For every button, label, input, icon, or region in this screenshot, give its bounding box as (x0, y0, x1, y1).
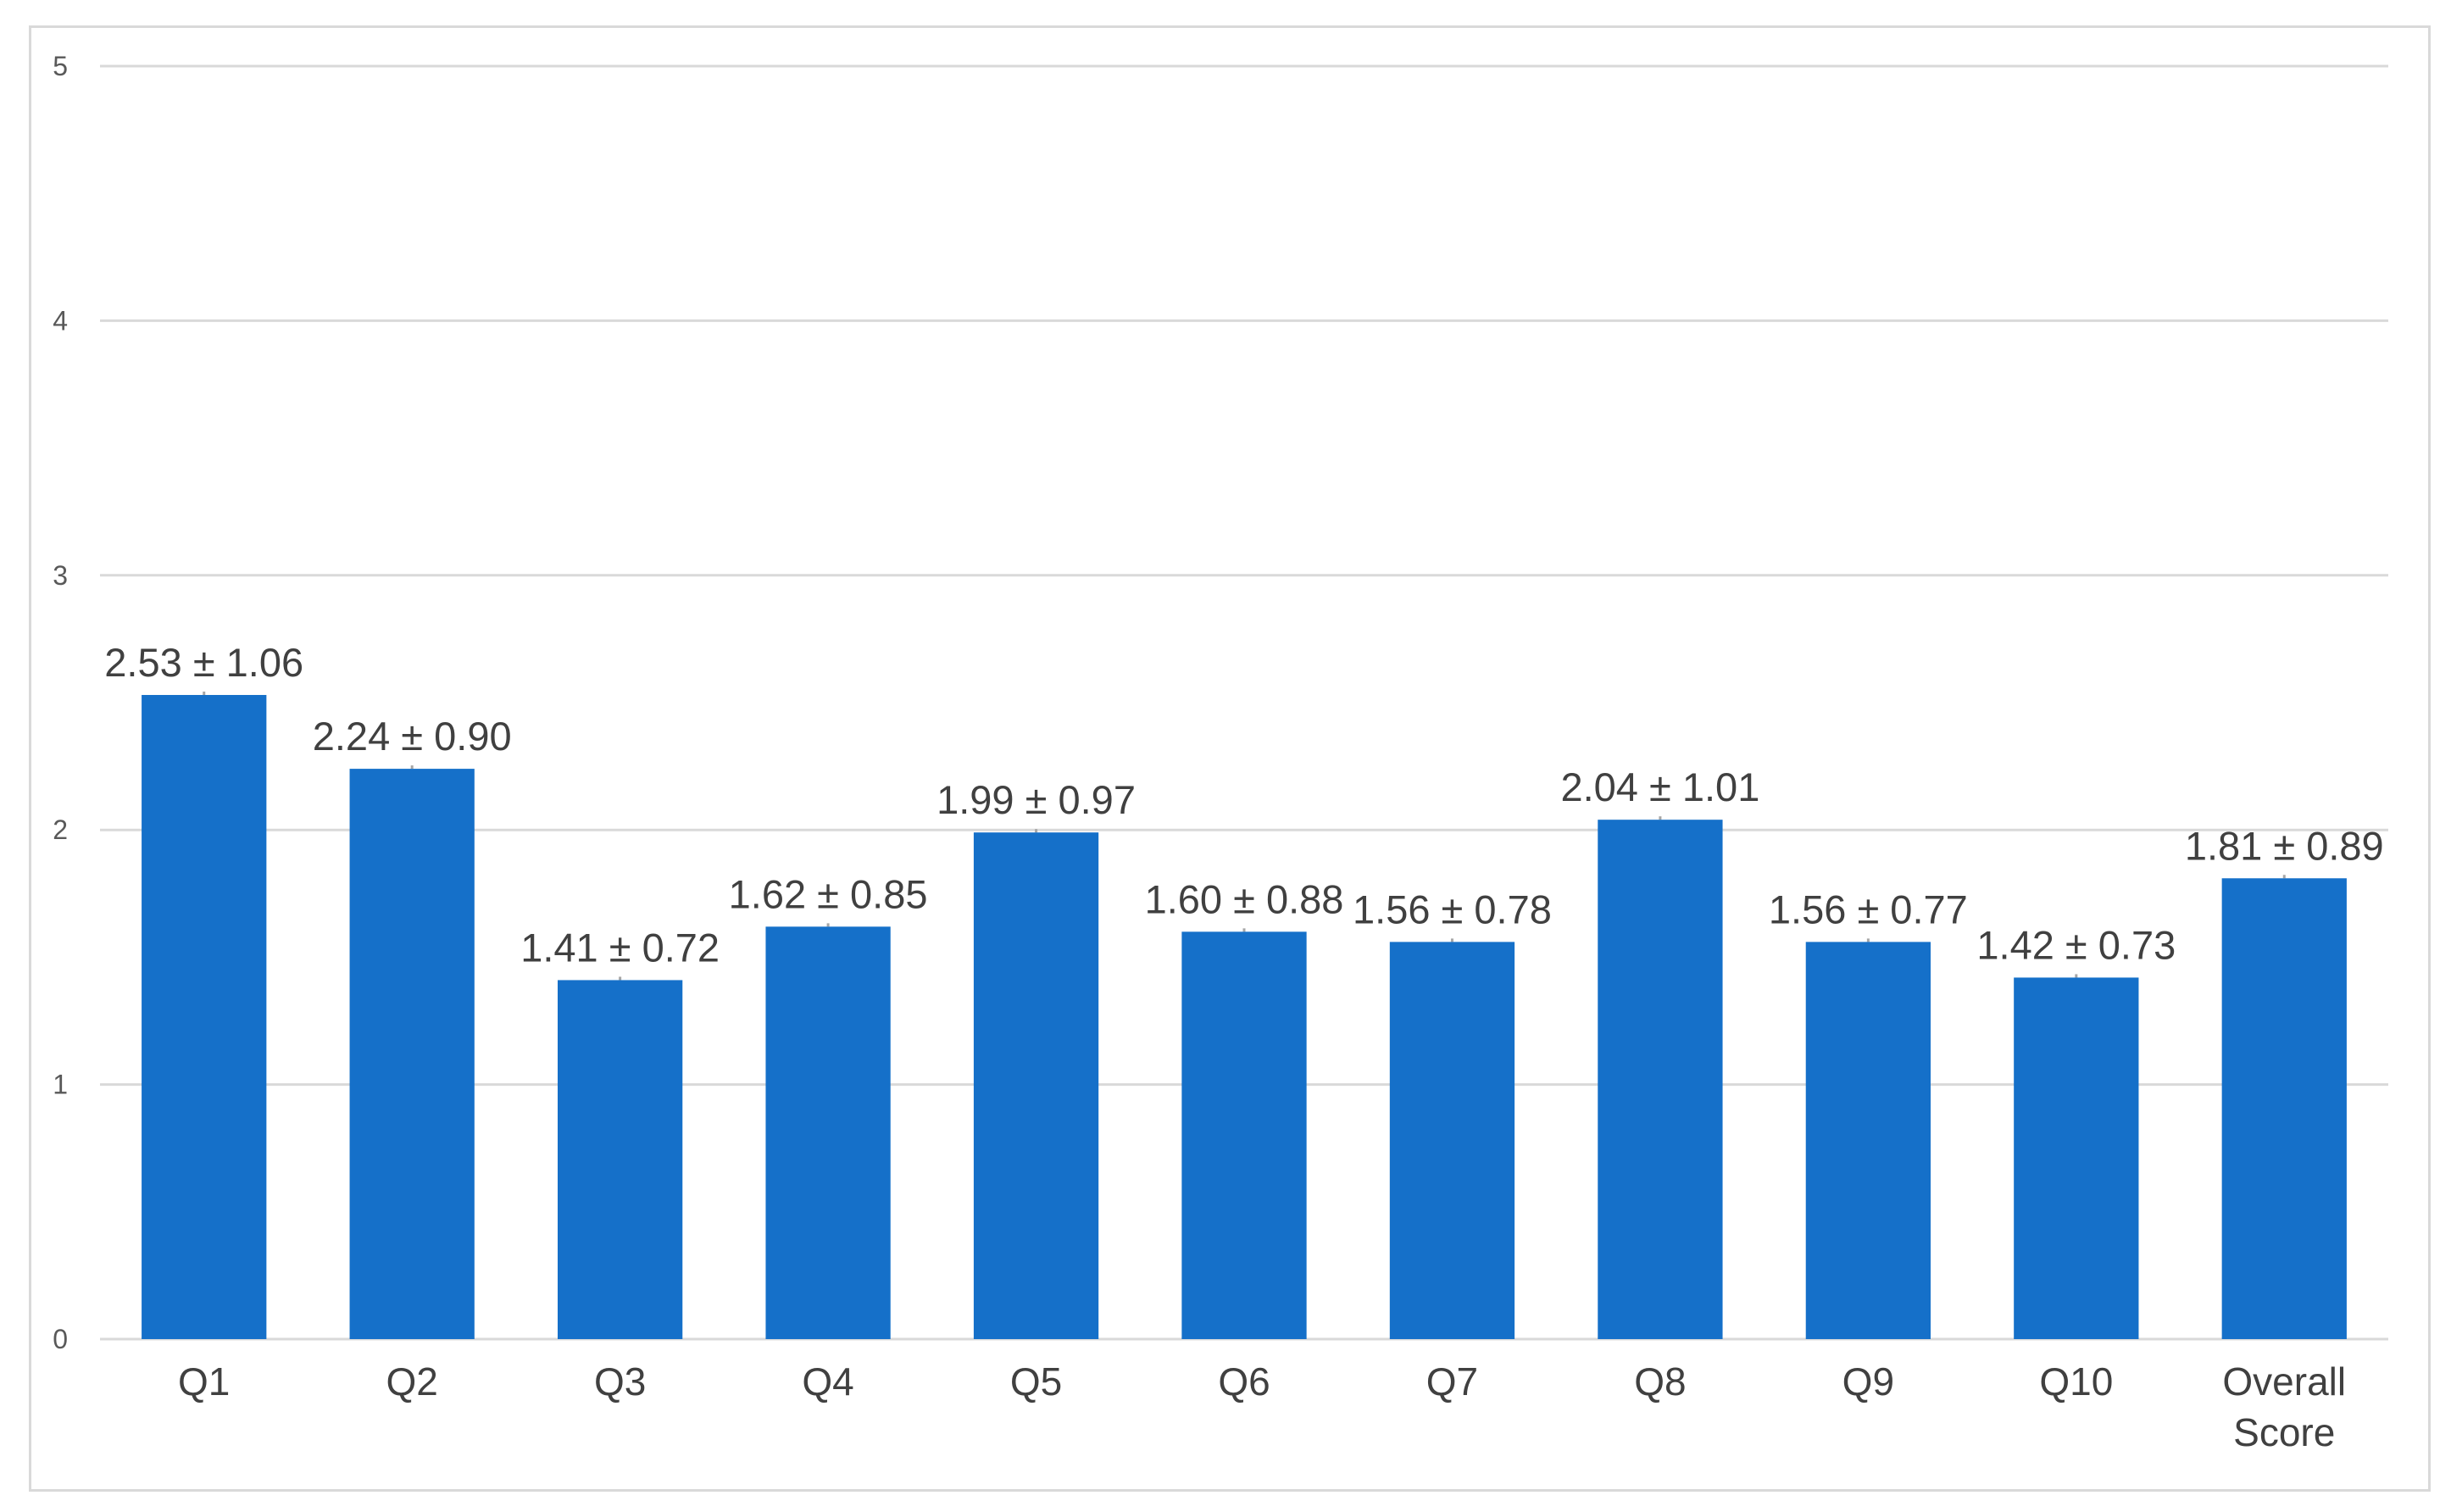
data-label: 1.56 ± 0.78 (1353, 887, 1552, 931)
data-label: 1.99 ± 0.97 (936, 777, 1136, 822)
x-category-label: Q5 (1010, 1359, 1062, 1404)
x-category-label: Q2 (386, 1359, 437, 1404)
bars (142, 694, 2347, 1339)
x-category-label: Overall Score (2222, 1359, 2346, 1454)
data-labels: 2.53 ± 1.062.24 ± 0.90 1.41 ± 0.721.62 ± … (104, 640, 2383, 970)
data-label: 1.60 ± 0.88 (1145, 876, 1344, 921)
data-label: 2.53 ± 1.06 (104, 640, 303, 685)
bar-q3 (558, 980, 683, 1339)
error-bars (203, 691, 2286, 981)
bar-overall-score (2221, 878, 2347, 1339)
data-label: 2.04 ± 1.01 (1560, 764, 1759, 809)
bar-q2 (349, 769, 475, 1339)
y-axis-ticks: 0 1 2 3 4 5 (53, 51, 68, 1354)
bar-q8 (1598, 820, 1723, 1339)
y-tick-label: 2 (53, 814, 68, 845)
x-category-label: Q10 (2039, 1359, 2113, 1404)
x-category-label: Q3 (594, 1359, 646, 1404)
bar-q9 (1805, 942, 1931, 1339)
x-category-label: Q8 (1634, 1359, 1686, 1404)
gridlines (100, 64, 2388, 1341)
y-tick-label: 5 (53, 51, 68, 81)
y-tick-label: 1 (53, 1070, 68, 1100)
y-tick-label: 4 (53, 305, 68, 336)
x-category-label: Q9 (1842, 1359, 1894, 1404)
data-label: 2.24 ± 0.90 (313, 714, 512, 759)
x-category-label: Q1 (178, 1359, 230, 1404)
y-tick-label: 3 (53, 560, 68, 591)
x-category-label: Q6 (1218, 1359, 1270, 1404)
data-label: 1.62 ± 0.85 (729, 871, 928, 916)
data-label: 1.42 ± 0.73 (1976, 922, 2176, 967)
x-category-label: Q7 (1426, 1359, 1478, 1404)
bar-q1 (142, 694, 267, 1339)
x-axis-categories: Q1 Q2 Q3 Q4 Q5 Q6 Q7 Q8 Q9 Q10 Overall Score (178, 1359, 2346, 1454)
x-category-label: Q4 (802, 1359, 853, 1404)
y-tick-label: 0 (53, 1324, 68, 1354)
data-label: 1.41 ± 0.72 (520, 925, 720, 970)
bar-q7 (1389, 942, 1515, 1339)
bar-q6 (1181, 931, 1307, 1339)
data-label: 1.81 ± 0.89 (2185, 823, 2384, 868)
bar-q4 (765, 926, 891, 1339)
bar-q10 (2014, 977, 2139, 1339)
data-label: 1.56 ± 0.77 (1769, 887, 1968, 931)
bar-q5 (973, 832, 1099, 1339)
